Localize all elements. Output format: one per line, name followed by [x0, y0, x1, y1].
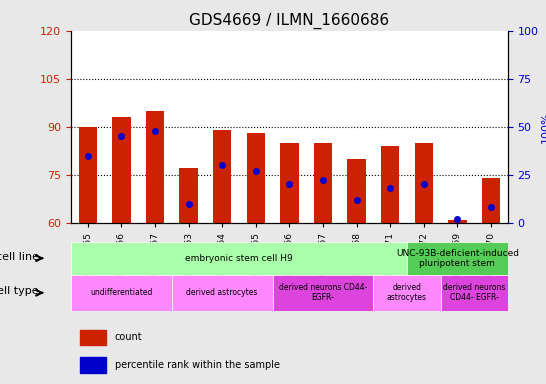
Bar: [112, 117, 130, 223]
Text: percentile rank within the sample: percentile rank within the sample: [115, 360, 280, 370]
FancyBboxPatch shape: [373, 275, 441, 311]
Text: derived astrocytes: derived astrocytes: [187, 288, 258, 297]
Text: count: count: [115, 332, 143, 342]
Bar: [80, 330, 106, 345]
Text: undifferentiated: undifferentiated: [90, 288, 152, 297]
Text: cell type: cell type: [0, 286, 39, 296]
Text: UNC-93B-deficient-induced
pluripotent stem: UNC-93B-deficient-induced pluripotent st…: [396, 248, 519, 268]
Bar: [314, 143, 332, 223]
Bar: [448, 220, 467, 223]
FancyBboxPatch shape: [441, 275, 508, 311]
FancyBboxPatch shape: [71, 275, 172, 311]
Text: embryonic stem cell H9: embryonic stem cell H9: [185, 254, 293, 263]
Text: derived
astrocytes: derived astrocytes: [387, 283, 427, 303]
Text: derived neurons CD44-
EGFR-: derived neurons CD44- EGFR-: [279, 283, 367, 303]
FancyBboxPatch shape: [272, 275, 373, 311]
Text: cell line: cell line: [0, 252, 39, 262]
Bar: [414, 143, 433, 223]
Y-axis label: 100%: 100%: [541, 111, 546, 142]
Bar: [280, 143, 299, 223]
FancyBboxPatch shape: [71, 242, 407, 275]
Bar: [146, 111, 164, 223]
Bar: [80, 358, 106, 373]
Bar: [79, 127, 97, 223]
Bar: [179, 168, 198, 223]
Bar: [381, 146, 400, 223]
Bar: [347, 159, 366, 223]
Bar: [247, 133, 265, 223]
Title: GDS4669 / ILMN_1660686: GDS4669 / ILMN_1660686: [189, 13, 389, 29]
FancyBboxPatch shape: [172, 275, 272, 311]
Bar: [213, 130, 232, 223]
Text: derived neurons
CD44- EGFR-: derived neurons CD44- EGFR-: [443, 283, 506, 303]
Bar: [482, 178, 500, 223]
FancyBboxPatch shape: [407, 242, 508, 275]
